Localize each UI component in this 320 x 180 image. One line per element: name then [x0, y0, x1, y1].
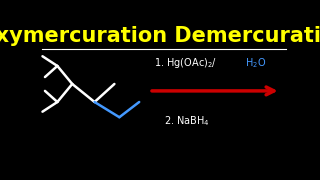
- Text: 1. Hg(OAc)$_2$/: 1. Hg(OAc)$_2$/: [154, 56, 217, 70]
- Text: H$_2$O: H$_2$O: [244, 56, 266, 70]
- Text: Oxymercuration Demercuration: Oxymercuration Demercuration: [0, 26, 320, 46]
- Text: 2. NaBH$_4$: 2. NaBH$_4$: [164, 114, 210, 128]
